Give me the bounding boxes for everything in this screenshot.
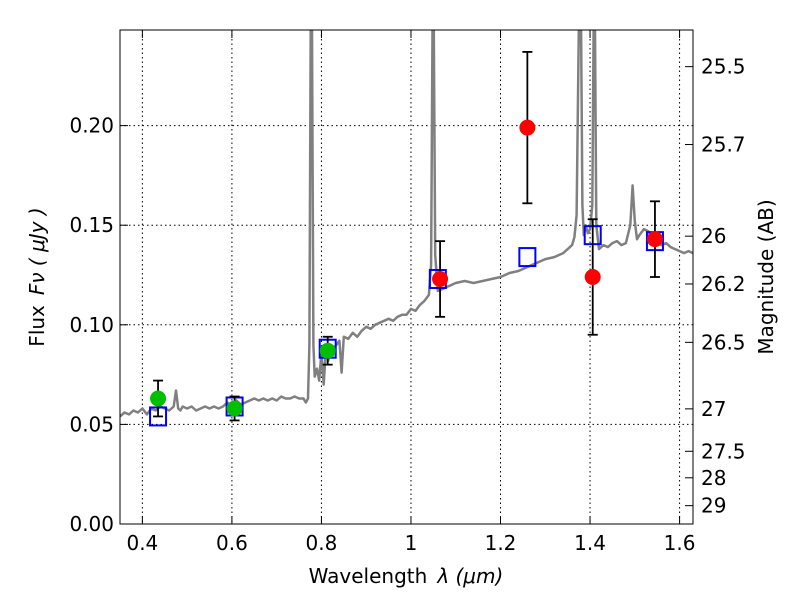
- x-tick-label: 1: [405, 531, 418, 555]
- x-axis-title: Wavelength λ (μm): [309, 564, 504, 588]
- plot-frame: [119, 29, 694, 525]
- y2-tick-label: 25.7: [701, 133, 746, 157]
- y-axis-title: FluxFν ( μJy ): [25, 207, 49, 346]
- x-tick-label: 0.8: [306, 531, 338, 555]
- sed-line: [120, 30, 693, 418]
- nir-point: [432, 270, 449, 287]
- x-tick-label: 1.2: [485, 531, 517, 555]
- y2-tick-label: 26: [701, 224, 726, 248]
- y2-axis-title: Magnitude (AB): [754, 199, 778, 354]
- y2-tick-label: 25.5: [701, 55, 746, 79]
- x-tick-label: 1.4: [574, 531, 606, 555]
- axes: 0.4 0.6 0.8 1 1.2 1.4 1.6 0.00 0.05 0.10 0.15 0.20 2…: [69, 30, 746, 555]
- model-square: [518, 247, 537, 268]
- y2-tick-label: 28: [701, 466, 726, 490]
- x-tick-label: 0.6: [216, 531, 248, 555]
- x-tick-label: 1.6: [664, 531, 696, 555]
- y-tick-label: 0.10: [69, 313, 114, 337]
- nir-point: [646, 231, 663, 248]
- y2-tick-label: 27: [701, 397, 726, 421]
- nir-point: [519, 119, 536, 136]
- y-tick-label: 0.00: [69, 512, 114, 536]
- y2-tick-label: 29: [701, 494, 726, 518]
- optical-point: [226, 400, 243, 417]
- optical-point: [150, 390, 167, 407]
- y-tick-label: 0.05: [69, 412, 114, 436]
- y2-tick-label: 26.5: [701, 330, 746, 354]
- x-tick-label: 0.4: [126, 531, 158, 555]
- plot-background: [120, 30, 693, 524]
- y-tick-label: 0.15: [69, 213, 114, 237]
- y-tick-label: 0.20: [69, 114, 114, 138]
- series-layer: [120, 30, 693, 427]
- optical-point: [319, 342, 336, 359]
- grid: [120, 30, 693, 525]
- nir-point: [584, 269, 601, 285]
- y2-tick-label: 27.5: [701, 439, 746, 463]
- y2-tick-label: 26.2: [701, 272, 746, 296]
